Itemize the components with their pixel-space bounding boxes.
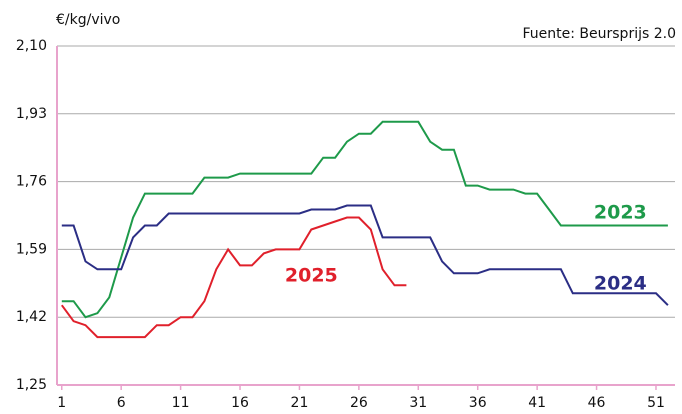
x-tick-label: 36 — [469, 395, 487, 411]
x-tick-label: 6 — [117, 395, 126, 411]
y-tick-label: 2,10 — [16, 38, 47, 54]
x-tick-label: 11 — [172, 395, 190, 411]
y-tick-label: 1,93 — [16, 106, 47, 122]
x-tick-label: 1 — [57, 395, 66, 411]
series-label: 2025 — [285, 265, 338, 287]
x-tick-label: 21 — [291, 395, 309, 411]
x-tick-label: 41 — [528, 395, 546, 411]
y-tick-label: 1,25 — [16, 377, 47, 393]
x-tick-label: 46 — [588, 395, 606, 411]
source: Fuente: Beursprijs 2.0 — [523, 26, 677, 42]
x-tick-label: 51 — [647, 395, 665, 411]
series-label: 2024 — [594, 273, 647, 295]
y-tick-label: 1,76 — [16, 174, 47, 190]
x-tick-label: 31 — [409, 395, 427, 411]
series-label: 2023 — [594, 202, 647, 224]
x-tick-label: 26 — [350, 395, 368, 411]
y-axis-label: €/kg/vivo — [56, 12, 120, 28]
y-tick-label: 1,59 — [16, 241, 47, 257]
y-tick-label: 1,42 — [16, 309, 47, 325]
x-tick-label: 16 — [231, 395, 249, 411]
series-line — [60, 216, 407, 339]
series-line — [61, 120, 668, 319]
series-line — [61, 204, 669, 306]
